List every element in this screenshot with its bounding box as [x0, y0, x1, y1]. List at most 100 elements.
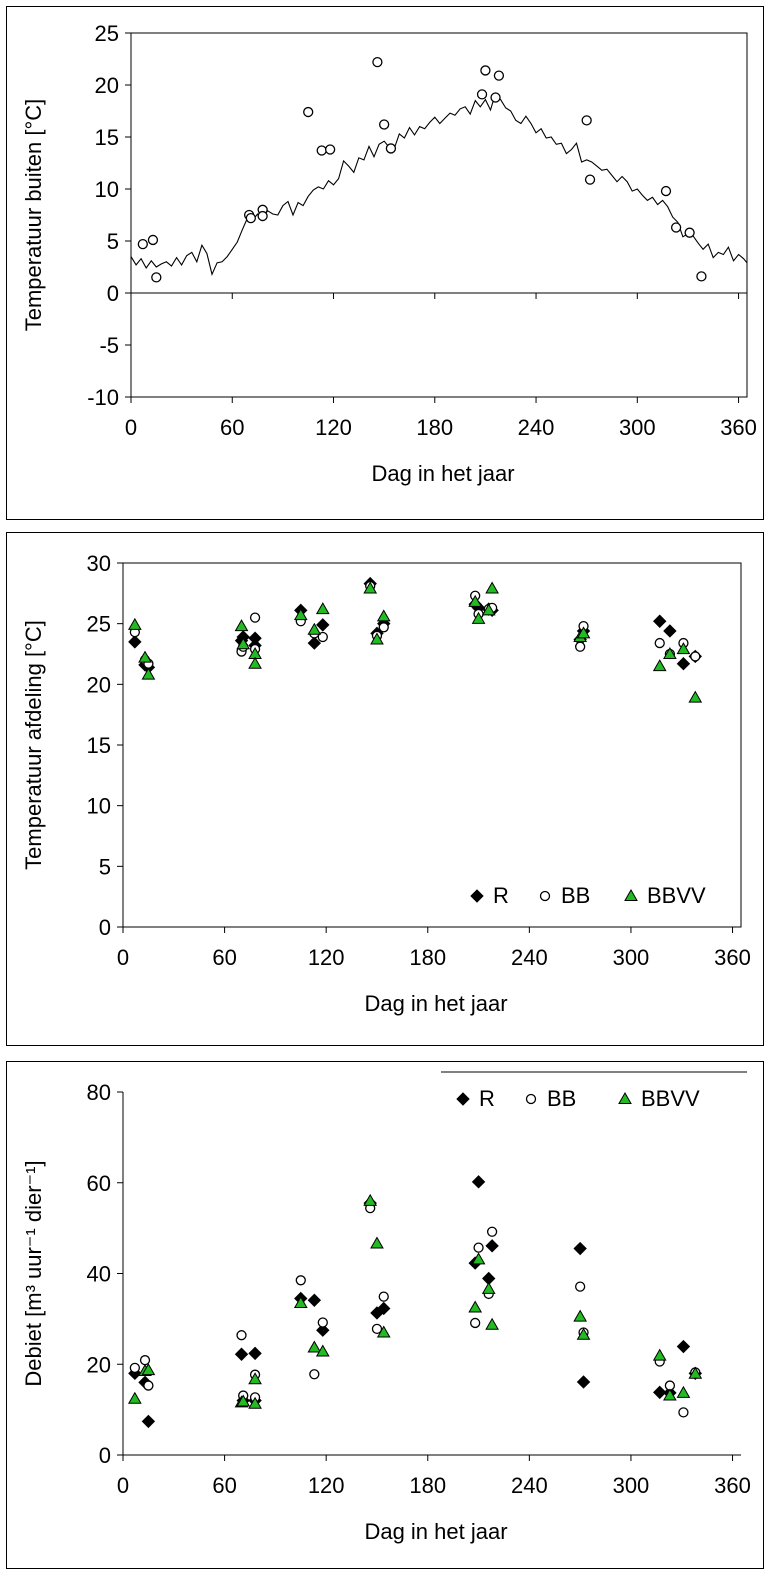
data-point-bbvv: [663, 646, 677, 659]
series-bb: [129, 1203, 701, 1418]
data-point-obs: [584, 174, 596, 185]
data-point-bb: [317, 1317, 328, 1328]
data-point-r: [663, 624, 677, 638]
y-tick-label: 5: [99, 854, 111, 879]
data-point-obs: [147, 234, 159, 246]
data-point-bb: [378, 1291, 389, 1302]
y-tick-label: 40: [87, 1262, 111, 1287]
data-point-obs: [493, 70, 505, 81]
data-point-obs: [476, 89, 488, 100]
y-tick-label: -10: [87, 385, 119, 410]
data-point-bbvv: [363, 1193, 378, 1206]
plot-area-frame: [130, 32, 748, 398]
x-tick-label: 60: [220, 415, 244, 440]
x-tick-label: 300: [619, 415, 656, 440]
legend-label-r: R: [493, 883, 509, 908]
data-point-bbvv: [676, 1385, 691, 1398]
y-tick-label: 0: [99, 1443, 111, 1468]
y-tick-label: -5: [99, 333, 119, 358]
data-point-bbvv: [363, 581, 378, 594]
legend-marker-bb: [539, 890, 551, 902]
data-point-obs: [324, 144, 336, 155]
data-point-bbvv: [688, 1366, 703, 1379]
data-point-bbvv: [485, 581, 499, 594]
x-tick-label: 60: [212, 945, 236, 970]
x-axis-label: Dag in het jaar: [364, 1519, 507, 1544]
y-tick-label: 5: [107, 229, 119, 254]
x-tick-label: 120: [308, 945, 345, 970]
data-point-r: [307, 636, 322, 650]
legend-marker-bbvv: [618, 1091, 632, 1104]
data-point-bbvv: [236, 1394, 251, 1407]
data-point-bbvv: [370, 1236, 384, 1249]
data-point-r: [307, 1293, 322, 1307]
y-tick-label: 20: [87, 672, 111, 697]
data-point-r: [316, 1323, 330, 1337]
series-line-daily-temperature: [130, 92, 748, 276]
y-tick-label: 20: [87, 1352, 111, 1377]
data-point-r: [234, 1347, 249, 1361]
y-tick-label: 10: [95, 177, 119, 202]
x-tick-label: 360: [720, 415, 757, 440]
data-point-bbvv: [468, 594, 483, 607]
data-point-bb: [678, 1407, 689, 1418]
data-point-bbvv: [481, 603, 496, 616]
series-r: [128, 576, 702, 675]
y-tick-label: 30: [87, 551, 111, 576]
data-point-obs: [696, 271, 707, 282]
data-point-bb: [470, 1317, 481, 1329]
y-tick-label: 10: [87, 794, 111, 819]
data-point-bb: [575, 1281, 586, 1292]
data-point-obs: [581, 115, 592, 126]
y-axis-label: Temperatuur buiten [°C]: [21, 99, 46, 332]
data-point-obs: [372, 56, 383, 68]
data-point-bbvv: [307, 1340, 322, 1353]
data-point-bb: [575, 641, 586, 652]
data-point-bbvv: [468, 1300, 483, 1313]
chart-outdoor-temperature: -10 -5 0 5 10 15 20 25 0 60 120 180 240 300 360 Dag in …: [21, 21, 757, 486]
data-point-bb: [317, 631, 328, 643]
data-point-bbvv: [481, 1281, 496, 1294]
data-point-bbvv: [315, 1344, 330, 1357]
data-point-bbvv: [663, 1388, 677, 1401]
data-point-bb: [295, 1275, 306, 1286]
x-tick-label: 0: [117, 945, 129, 970]
data-point-obs: [303, 106, 314, 118]
x-tick-label: 0: [125, 415, 137, 440]
y-tick-label: 15: [87, 733, 111, 758]
y-tick-label: 0: [99, 915, 111, 940]
x-tick-label: 240: [511, 1473, 548, 1498]
series-points: [137, 56, 707, 283]
data-point-bb: [378, 622, 389, 633]
data-point-obs: [684, 227, 695, 238]
data-point-bb: [143, 1380, 154, 1391]
x-axis-label: Dag in het jaar: [371, 461, 514, 486]
data-point-bbvv: [248, 1396, 262, 1409]
data-point-bbvv: [248, 1372, 262, 1385]
data-point-bbvv: [485, 1317, 499, 1330]
data-point-r: [141, 1414, 156, 1429]
data-point-obs: [660, 185, 672, 197]
x-tick-label: 180: [409, 945, 446, 970]
data-point-bbvv: [293, 608, 308, 621]
legend-label-bbvv: BBVV: [647, 883, 706, 908]
legend-label-bbvv: BBVV: [641, 1086, 700, 1111]
series-bbvv: [127, 1193, 703, 1409]
data-point-bbvv: [248, 656, 262, 669]
data-point-bb: [371, 1323, 383, 1335]
data-point-r: [676, 656, 691, 671]
data-point-r: [653, 614, 667, 628]
data-point-bb: [236, 1330, 247, 1341]
legend-label-bb: BB: [547, 1086, 576, 1111]
data-point-bbvv: [471, 611, 486, 624]
x-tick-label: 360: [714, 945, 751, 970]
data-point-bbvv: [370, 632, 384, 645]
data-point-bbvv: [376, 1325, 391, 1338]
data-point-bb: [309, 1369, 320, 1380]
y-axis-label: Debiet [m³ uur⁻¹ dier⁻¹]: [21, 1160, 46, 1386]
data-point-obs: [245, 212, 256, 224]
series-bbvv: [127, 581, 703, 703]
data-point-bbvv: [576, 626, 591, 639]
data-point-bbvv: [471, 1252, 486, 1265]
data-point-bb: [129, 1362, 141, 1374]
